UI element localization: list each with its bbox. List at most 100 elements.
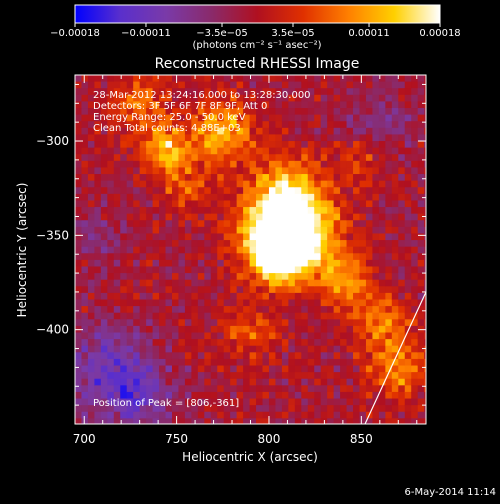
solar-limb-line [364,291,426,424]
heatmap-cell [126,279,134,287]
heatmap-cell [385,246,393,254]
heatmap-cell [372,141,380,149]
heatmap-cell [249,167,257,175]
heatmap-cell [217,213,225,221]
heatmap-cell [120,174,128,182]
heatmap-cell [288,75,296,83]
heatmap-cell [107,273,115,281]
heatmap-cell [165,299,173,307]
heatmap-cell [256,312,264,320]
heatmap-cell [359,101,367,109]
heatmap-cell [340,154,348,162]
heatmap-cell [210,253,218,261]
heatmap-cell [197,127,205,136]
heatmap-cell [256,286,264,294]
heatmap-cell [126,385,134,393]
heatmap-cell [146,319,154,327]
heatmap-cell [87,121,95,129]
heatmap-cell [365,246,374,254]
heatmap-cell [320,226,328,235]
heatmap-cell [346,127,354,136]
heatmap-cell [139,292,147,301]
heatmap-cell [81,253,89,261]
heatmap-cell [75,279,83,287]
heatmap-cell [139,114,147,122]
heatmap-cell [398,88,406,96]
heatmap-cell [327,75,335,83]
heatmap-cell [327,319,335,327]
heatmap-cell [100,134,108,142]
heatmap-cell [81,154,89,162]
heatmap-cell [120,319,128,327]
heatmap-cell [411,246,419,254]
heatmap-cell [340,253,348,261]
heatmap-cell [113,292,121,301]
heatmap-cell [191,81,199,89]
heatmap-cell [223,121,231,129]
heatmap-cell [411,306,419,314]
heatmap-cell [171,160,180,169]
heatmap-cell [159,187,167,195]
heatmap-cell [372,411,380,419]
heatmap-cell [385,147,393,155]
heatmap-cell [275,88,283,96]
heatmap-cell [372,88,380,96]
heatmap-cell [411,292,419,301]
heatmap-cell [133,391,141,400]
heatmap-cell [268,378,277,386]
heatmap-cell [327,299,335,307]
heatmap-cell [191,207,199,215]
heatmap-cell [346,365,354,373]
heatmap-cell [365,220,374,228]
heatmap-cell [152,167,160,175]
heatmap-cell [75,180,83,188]
heatmap-cell [139,299,147,307]
heatmap-cell [120,332,128,340]
heatmap-cell [391,253,399,261]
heatmap-cell [223,108,231,116]
heatmap-cell [294,372,302,380]
heatmap-cell [223,160,231,169]
heatmap-cell [301,127,309,136]
heatmap-cell [159,75,167,83]
heatmap-cell [424,167,426,175]
heatmap-cell [262,114,270,122]
heatmap-cell [184,220,192,228]
heatmap-cell [404,259,412,268]
heatmap-cell [249,418,257,424]
heatmap-cell [256,345,264,353]
heatmap-cell [236,358,244,367]
heatmap-cell [75,259,83,268]
heatmap-cell [294,292,302,301]
heatmap-cell [178,108,186,116]
heatmap-cell [100,160,108,169]
heatmap-cell [307,101,315,109]
heatmap-cell [404,378,412,386]
heatmap-cell [171,121,180,129]
heatmap-cell [359,180,367,188]
heatmap-cell [275,160,283,169]
heatmap-cell [107,154,115,162]
heatmap-cell [133,220,141,228]
heatmap-cell [372,154,380,162]
heatmap-cell [94,75,102,83]
heatmap-cell [249,94,257,103]
heatmap-cell [333,306,341,314]
heatmap-cell [327,418,335,424]
heatmap-cell [120,193,128,202]
heatmap-cell [372,339,380,347]
heatmap-cell [171,418,180,424]
heatmap-cell [236,121,244,129]
heatmap-cell [404,141,412,149]
heatmap-cell [159,108,167,116]
heatmap-cell [94,246,102,254]
heatmap-cell [359,207,367,215]
heatmap-cell [365,147,374,155]
heatmap-cell [288,325,296,334]
heatmap-cell [417,391,425,400]
heatmap-cell [385,405,393,413]
heatmap-cell [424,127,426,136]
heatmap-cell [146,398,154,406]
heatmap-cell [191,411,199,419]
heatmap-cell [184,213,192,221]
